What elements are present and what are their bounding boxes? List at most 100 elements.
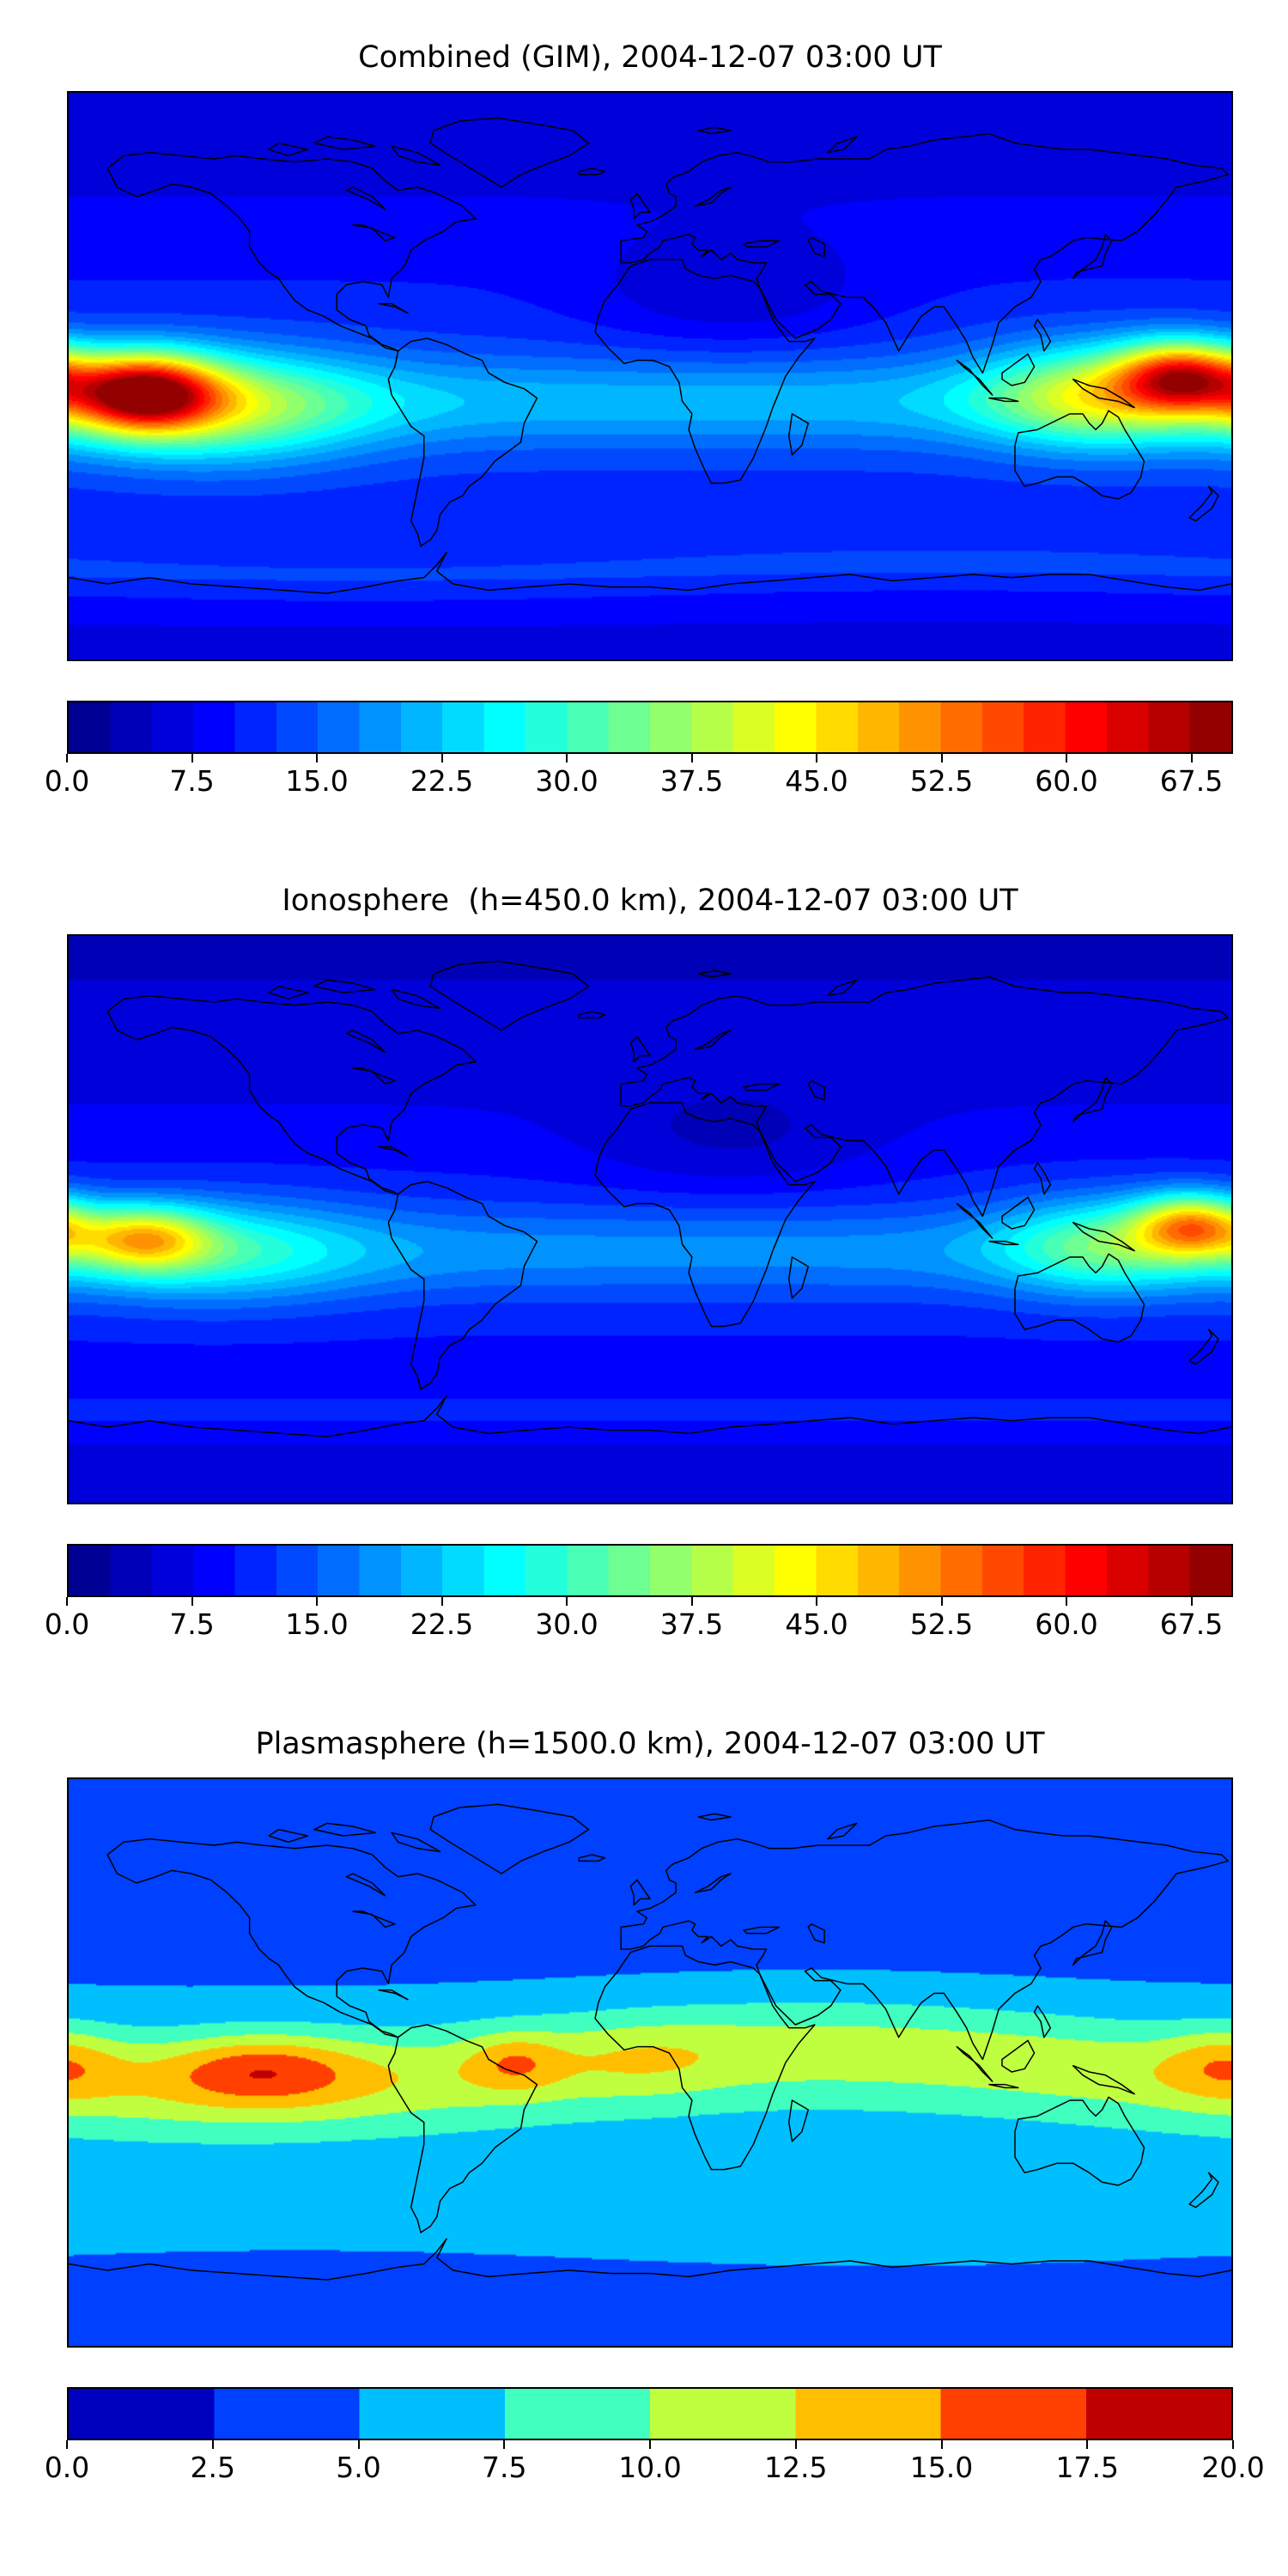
coastline-black-sea — [744, 240, 779, 246]
coastline-philippines — [1035, 319, 1051, 351]
colorbar-tick-label: 5.0 — [336, 2451, 381, 2484]
colorbar-tick-label: 60.0 — [1035, 1607, 1098, 1641]
coastline-africa — [595, 1103, 815, 1326]
colorbar-tick-mark — [1066, 754, 1067, 762]
colorbar-tick-mark — [440, 754, 443, 762]
coastline-caspian-sea — [808, 1081, 824, 1100]
coastlines-overlay — [69, 1779, 1231, 2346]
coastline-arctic-island-2 — [269, 143, 307, 156]
tec-field-canvas — [69, 936, 1231, 1503]
colorbar-tick-label: 22.5 — [410, 1607, 474, 1641]
colorbar-tick-label: 2.5 — [190, 2451, 235, 2484]
coastline-borneo — [1002, 2040, 1035, 2072]
figure-list: Combined (GIM), 2004-12-07 03:00 UT 0.0 7… — [0, 39, 1288, 2490]
coastline-australia — [1015, 410, 1144, 499]
coastline-novaya-zemlya — [828, 1823, 857, 1838]
colorbar-tick-mark — [66, 754, 68, 762]
colorbar-tick-label: 37.5 — [659, 1607, 724, 1641]
colorbar-tick-label: 67.5 — [1159, 1607, 1224, 1641]
coastline-baltic-sea — [696, 1874, 731, 1893]
colorbar-tick-mark — [1232, 2440, 1234, 2449]
colorbar-tick-mark — [566, 754, 568, 762]
coastline-hudson-bay — [346, 1874, 385, 1896]
colorbar-tick-mark — [649, 2440, 651, 2449]
colorbar-tick-mark — [66, 1597, 68, 1606]
coastline-madagascar — [789, 414, 809, 455]
colorbar-tick-mark — [66, 2440, 68, 2449]
colorbar-tick-mark — [440, 1597, 443, 1606]
colorbar-tick-mark — [316, 754, 318, 762]
coastline-philippines — [1035, 2006, 1051, 2038]
coastline-arctic-island-1 — [314, 980, 375, 993]
panel-title: Ionosphere (h=450.0 km), 2004-12-07 03:0… — [282, 884, 1018, 918]
coastline-great-lakes — [353, 1911, 395, 1927]
coastline-south-america — [388, 1182, 537, 1389]
coastline-svalbard — [698, 970, 731, 976]
coastline-baffin-island — [392, 146, 440, 165]
coastline-new-zealand — [1189, 486, 1218, 520]
coastline-greenland — [430, 118, 588, 187]
colorbar-tick-mark — [940, 1597, 943, 1606]
coastline-java — [989, 1242, 1018, 1245]
colorbar-tick-mark — [1066, 1597, 1067, 1606]
coastline-baltic-sea — [696, 1030, 731, 1049]
colorbar-canvas — [69, 2389, 1231, 2439]
colorbar-tick-mark — [211, 2440, 214, 2449]
coastline-novaya-zemlya — [828, 137, 857, 152]
coastline-new-guinea — [1073, 2066, 1134, 2094]
panel-title: Plasmasphere (h=1500.0 km), 2004-12-07 0… — [255, 1727, 1045, 1761]
coastline-sumatra — [957, 2047, 992, 2081]
coastline-united-kingdom — [630, 1036, 650, 1061]
coastline-united-kingdom — [630, 1880, 650, 1905]
coastline-north-america — [107, 153, 476, 351]
colorbar-tick-mark — [503, 2440, 506, 2449]
map-plot — [67, 1777, 1233, 2348]
map-plot — [67, 934, 1233, 1504]
colorbar-tick-label: 0.0 — [44, 2451, 90, 2484]
coastline-south-america — [388, 338, 537, 546]
colorbar-tick-mark — [191, 1597, 193, 1606]
coastline-new-zealand — [1189, 1329, 1218, 1364]
colorbar-tick-mark — [940, 754, 943, 762]
coastline-arctic-island-2 — [269, 987, 307, 999]
coastline-sumatra — [957, 361, 992, 395]
coastline-greenland — [430, 1804, 588, 1874]
coastline-cuba — [379, 304, 408, 313]
panel-plasmasphere: Plasmasphere (h=1500.0 km), 2004-12-07 0… — [45, 1726, 1265, 2490]
coastline-novaya-zemlya — [828, 980, 857, 995]
coastline-japan — [1073, 234, 1112, 278]
coastline-madagascar — [789, 2100, 809, 2142]
colorbar — [67, 2387, 1233, 2440]
colorbar-tick-label: 15.0 — [285, 764, 349, 798]
coastline-eurasia — [621, 134, 1228, 374]
coastline-hudson-bay — [346, 1030, 385, 1053]
coastline-eurasia — [621, 977, 1228, 1217]
coastline-svalbard — [698, 127, 731, 133]
coastline-antarctica — [69, 2239, 1231, 2280]
colorbar-tick-label: 7.5 — [169, 1607, 215, 1641]
colorbar-tick-mark — [1086, 2440, 1089, 2449]
coastline-cuba — [379, 1990, 408, 2000]
colorbar-tick-label: 45.0 — [785, 1607, 848, 1641]
coastline-java — [989, 398, 1018, 402]
coastline-north-america — [107, 1839, 476, 2038]
coastline-south-america — [388, 2025, 537, 2233]
coastline-baffin-island — [392, 1832, 440, 1851]
coastline-new-guinea — [1073, 380, 1134, 408]
coastline-greenland — [430, 961, 588, 1030]
colorbar-tick-mark — [1190, 754, 1193, 762]
colorbar-canvas — [69, 1546, 1231, 1595]
coastline-eurasia — [621, 1820, 1228, 2060]
coastline-baltic-sea — [696, 187, 731, 206]
colorbar-tick-label: 37.5 — [659, 764, 724, 798]
coastline-svalbard — [698, 1814, 731, 1820]
colorbar-tick-mark — [357, 2440, 360, 2449]
colorbar-tick-label: 15.0 — [285, 1607, 349, 1641]
colorbar — [67, 1544, 1233, 1597]
colorbar-tick-mark — [816, 1597, 817, 1606]
coastline-antarctica — [69, 1395, 1231, 1437]
coastline-united-kingdom — [630, 193, 650, 218]
colorbar-tick-label: 12.5 — [764, 2451, 828, 2484]
panel-title: Combined (GIM), 2004-12-07 03:00 UT — [358, 40, 942, 75]
colorbar-tick-mark — [690, 754, 693, 762]
